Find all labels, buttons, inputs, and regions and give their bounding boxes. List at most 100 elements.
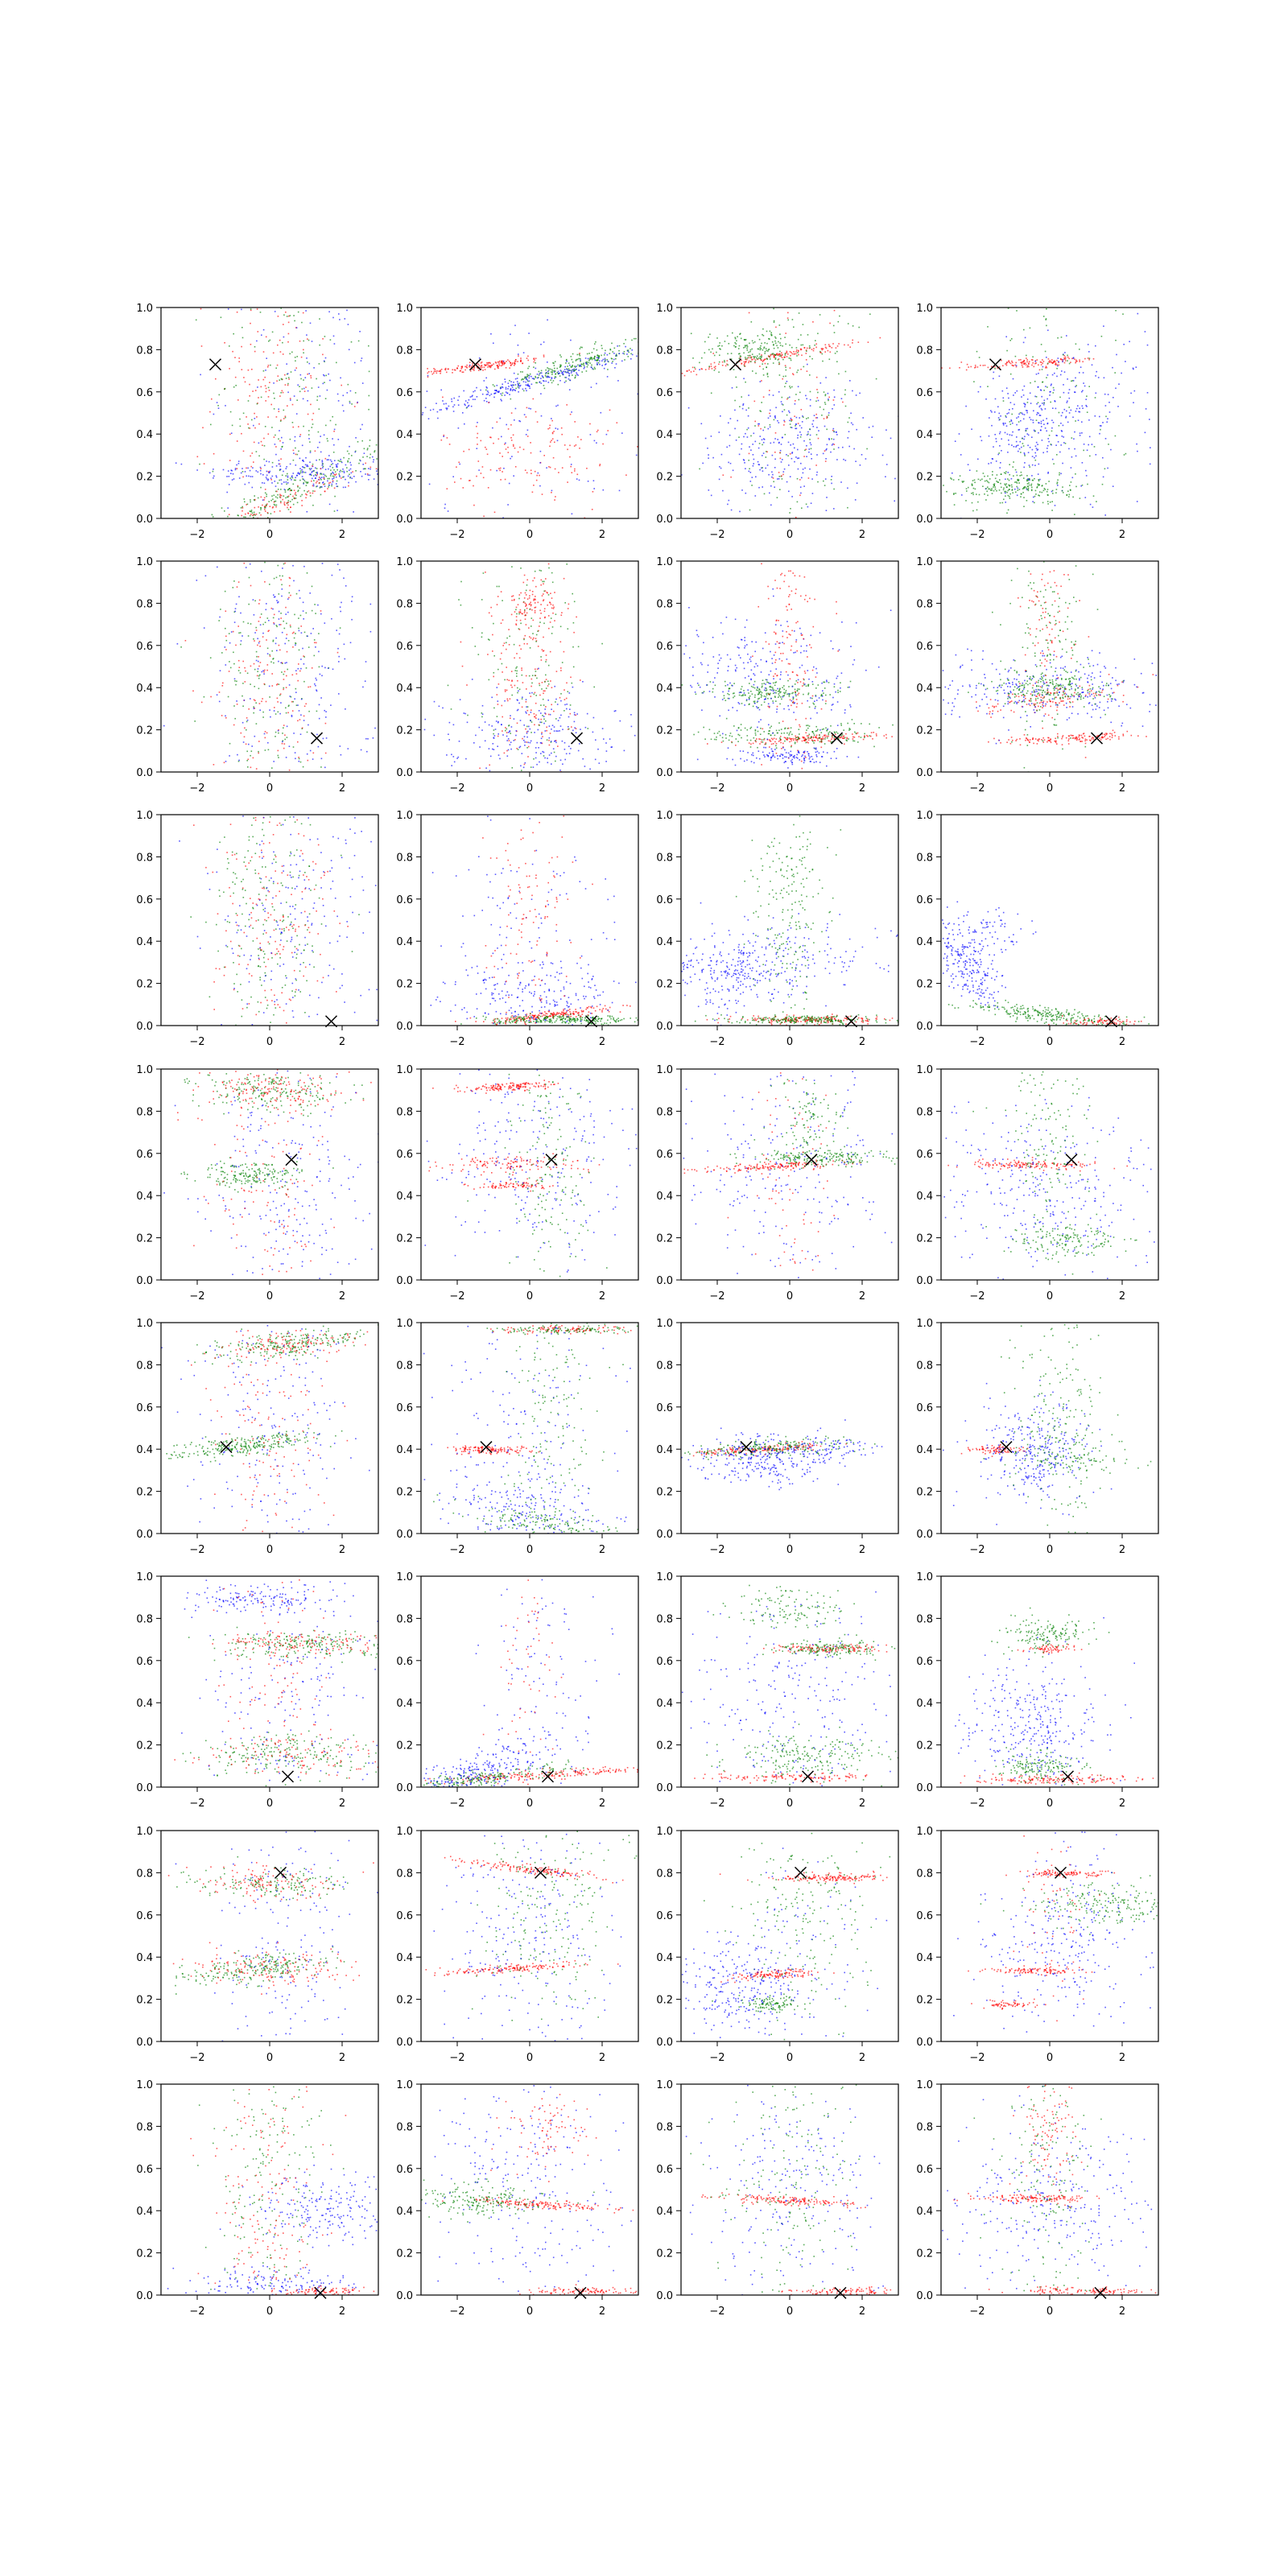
point-blue xyxy=(485,394,488,395)
point-green xyxy=(497,668,499,671)
point-blue xyxy=(819,382,822,384)
point-green xyxy=(1046,377,1047,378)
point-red xyxy=(242,476,244,478)
point-green xyxy=(554,367,555,369)
point-blue xyxy=(301,476,303,477)
point-red xyxy=(520,359,522,361)
point-blue xyxy=(544,730,547,732)
point-blue xyxy=(307,465,309,468)
point-green xyxy=(225,627,226,630)
point-green xyxy=(765,348,767,349)
point-green xyxy=(280,378,283,380)
point-blue xyxy=(1005,492,1006,494)
point-red xyxy=(271,685,274,687)
point-green xyxy=(251,419,253,421)
point-green xyxy=(1046,308,1047,310)
point-blue xyxy=(163,724,165,727)
point-green xyxy=(819,406,821,408)
point-green xyxy=(250,683,251,685)
point-blue xyxy=(1095,345,1096,347)
point-red xyxy=(748,361,749,364)
y-tick-label: 0.8 xyxy=(136,345,153,357)
cluster-red-4 xyxy=(440,368,638,518)
point-blue xyxy=(518,420,520,422)
point-red xyxy=(524,469,526,471)
point-blue xyxy=(271,475,274,477)
point-red xyxy=(1022,361,1025,362)
point-blue xyxy=(687,407,690,409)
point-blue xyxy=(954,440,956,442)
point-blue xyxy=(312,483,315,485)
y-tick-label: 0.0 xyxy=(656,514,673,526)
point-red xyxy=(534,359,535,361)
point-blue xyxy=(248,481,250,484)
point-blue xyxy=(803,485,805,487)
point-green xyxy=(735,343,737,345)
point-red xyxy=(292,495,294,497)
point-blue xyxy=(807,506,809,508)
point-green xyxy=(292,700,294,703)
point-red xyxy=(574,468,576,470)
point-red xyxy=(289,624,291,626)
point-red xyxy=(287,341,289,343)
point-blue xyxy=(488,748,490,749)
point-green xyxy=(286,622,287,625)
point-red xyxy=(559,696,561,699)
point-red xyxy=(514,365,515,366)
point-blue xyxy=(517,382,519,385)
cluster-blue-3 xyxy=(421,345,638,419)
point-blue xyxy=(770,504,772,506)
point-red xyxy=(549,424,551,427)
point-red xyxy=(270,479,272,481)
point-blue xyxy=(261,671,263,673)
point-green xyxy=(477,654,480,655)
point-blue xyxy=(225,664,227,666)
point-red xyxy=(710,365,712,367)
point-green xyxy=(542,698,544,700)
point-blue xyxy=(338,313,340,315)
y-tick-label: 0.6 xyxy=(136,641,153,653)
point-green xyxy=(481,712,483,714)
point-red xyxy=(300,356,303,358)
point-green xyxy=(327,440,328,442)
point-red xyxy=(567,729,569,730)
point-blue xyxy=(1063,391,1065,394)
point-red xyxy=(250,514,252,515)
point-red xyxy=(1075,359,1077,361)
point-blue xyxy=(538,718,539,720)
point-green xyxy=(1030,489,1033,491)
point-green xyxy=(1007,478,1009,480)
point-green xyxy=(366,448,369,449)
point-blue xyxy=(433,700,436,703)
point-red xyxy=(547,592,548,594)
point-red xyxy=(493,363,494,365)
x-tick-label: 2 xyxy=(599,782,605,795)
point-blue xyxy=(599,360,601,362)
point-green xyxy=(567,691,569,692)
point-red xyxy=(469,480,470,481)
point-blue xyxy=(579,365,581,367)
point-green xyxy=(833,448,835,450)
point-green xyxy=(769,338,770,340)
y-tick-label: 0.2 xyxy=(136,472,153,484)
point-green xyxy=(368,370,370,373)
point-red xyxy=(751,358,753,361)
point-red xyxy=(236,468,238,469)
point-green xyxy=(237,514,239,516)
point-blue xyxy=(315,646,316,648)
point-green xyxy=(988,481,990,484)
point-blue xyxy=(710,494,712,497)
point-green xyxy=(719,342,720,344)
point-green xyxy=(504,679,506,681)
point-red xyxy=(236,312,238,313)
point-green xyxy=(593,357,596,359)
point-red xyxy=(283,743,286,745)
point-green xyxy=(540,570,542,572)
point-red xyxy=(318,479,320,481)
point-green xyxy=(235,683,237,686)
point-green xyxy=(1022,438,1023,440)
point-green xyxy=(968,486,969,489)
point-red xyxy=(352,471,353,473)
point-blue xyxy=(565,377,568,378)
point-red xyxy=(791,419,793,421)
